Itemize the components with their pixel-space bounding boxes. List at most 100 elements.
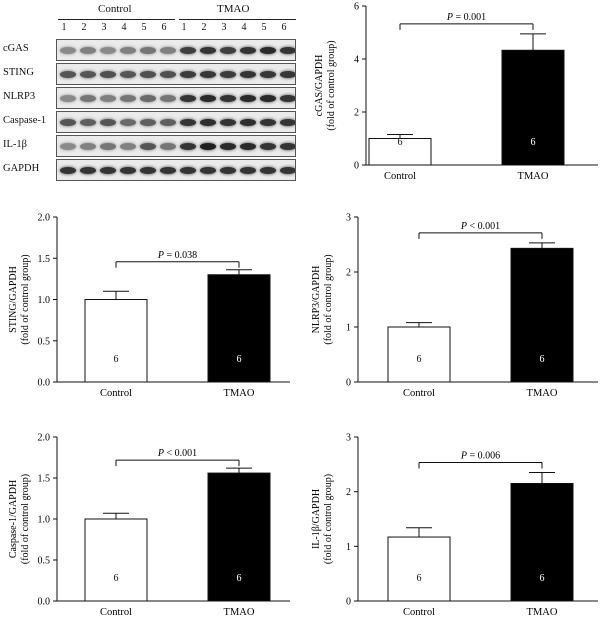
group-underline-control xyxy=(58,19,175,20)
blot-band xyxy=(160,167,176,174)
blot-band xyxy=(200,143,216,150)
blot-band xyxy=(140,119,156,126)
blot-band xyxy=(280,167,295,174)
chart-nlrp3: 0 1 2 3 NLRP3/GAPDH (fold of control group) 6 C… xyxy=(311,213,598,399)
blot-strip xyxy=(56,87,296,109)
bar-n-label: 6 xyxy=(237,573,242,584)
blot-band xyxy=(240,47,256,54)
y-tick-label: 1.0 xyxy=(38,515,51,526)
blot-band xyxy=(200,71,216,78)
blot-band xyxy=(280,95,295,102)
y-tick-label: 2 xyxy=(346,487,351,498)
lane-number: 1 xyxy=(181,22,187,33)
lane-number: 3 xyxy=(221,22,227,33)
bar xyxy=(510,247,574,383)
blot-band xyxy=(100,119,116,126)
y-tick-label: 3 xyxy=(346,433,351,444)
blot-band xyxy=(220,143,236,150)
bar-n-label: 6 xyxy=(531,137,536,148)
blot-strip xyxy=(56,159,296,181)
bar-n-label: 6 xyxy=(417,354,422,365)
lane-number: 4 xyxy=(121,22,127,33)
blot-band xyxy=(120,167,136,174)
blot-band xyxy=(60,119,76,126)
y-tick-label: 4 xyxy=(354,55,359,66)
bar-n-label: 6 xyxy=(237,354,242,365)
blot-band xyxy=(100,47,116,54)
blot-band xyxy=(240,143,256,150)
blot-band xyxy=(60,143,76,150)
blot-band xyxy=(180,119,196,126)
y-axis-label-sub: (fold of control group) xyxy=(20,254,31,344)
bar xyxy=(368,138,432,166)
lane-number: 2 xyxy=(201,22,207,33)
blot-band xyxy=(80,143,96,150)
blot-band xyxy=(260,167,276,174)
x-tick-label: Control xyxy=(403,388,435,399)
blot-band xyxy=(200,47,216,54)
lane-number: 2 xyxy=(81,22,87,33)
blot-band xyxy=(240,95,256,102)
y-axis-label: NLRP3/GAPDH xyxy=(311,266,322,334)
y-axis-label: Caspase-1/GAPDH xyxy=(8,480,19,558)
protein-label: STING xyxy=(3,67,34,78)
blot-strip xyxy=(56,39,296,61)
y-tick-label: 0.5 xyxy=(38,336,51,347)
p-value-label: P = 0.038 xyxy=(157,250,197,261)
y-tick-label: 2.0 xyxy=(38,213,51,224)
bar xyxy=(84,518,148,602)
blot-band xyxy=(160,119,176,126)
y-tick-label: 1 xyxy=(346,542,351,553)
y-axis-label: IL-1β/GAPDH xyxy=(311,489,322,549)
chart-cgas: 0 2 4 6 cGAS/GAPDH (fold of control group) 6 Co… xyxy=(314,2,598,182)
blot-band xyxy=(220,95,236,102)
x-tick-label: Control xyxy=(384,171,416,182)
y-axis-label-sub: (fold of control group) xyxy=(326,40,337,130)
blot-strip xyxy=(56,63,296,85)
blot-band xyxy=(260,71,276,78)
protein-label: GAPDH xyxy=(3,163,40,174)
blot-band xyxy=(260,143,276,150)
blot-band xyxy=(140,95,156,102)
bar-n-label: 6 xyxy=(540,573,545,584)
bar-n-label: 6 xyxy=(114,573,119,584)
p-value-label: P < 0.001 xyxy=(460,221,500,232)
blot-band xyxy=(180,167,196,174)
blot-band xyxy=(120,47,136,54)
p-value-label: P = 0.006 xyxy=(460,451,500,462)
group-label-tmao: TMAO xyxy=(217,3,250,15)
blot-band xyxy=(60,167,76,174)
blot-band xyxy=(60,71,76,78)
x-tick-label: TMAO xyxy=(224,607,255,618)
lane-number: 5 xyxy=(141,22,147,33)
blot-band xyxy=(180,95,196,102)
blot-band xyxy=(140,71,156,78)
blot-band xyxy=(160,95,176,102)
blot-band xyxy=(240,71,256,78)
x-tick-label: TMAO xyxy=(518,171,549,182)
p-value-label: P < 0.001 xyxy=(157,448,197,459)
y-tick-label: 1.5 xyxy=(38,254,51,265)
y-tick-label: 0 xyxy=(346,597,351,608)
y-axis-label-sub: (fold of control group) xyxy=(20,474,31,564)
blot-band xyxy=(180,143,196,150)
blot-band xyxy=(260,47,276,54)
blot-band xyxy=(280,47,295,54)
blot-band xyxy=(160,143,176,150)
y-tick-label: 2 xyxy=(346,268,351,279)
x-tick-label: Control xyxy=(100,388,132,399)
blot-band xyxy=(100,143,116,150)
blot-band xyxy=(80,119,96,126)
y-tick-label: 0.0 xyxy=(38,597,51,608)
chart-caspase1: 0.0 0.5 1.0 1.5 2.0 Caspase-1/GAPDH (fold of c… xyxy=(8,433,290,618)
blot-band xyxy=(100,167,116,174)
blot-band xyxy=(100,71,116,78)
bar-n-label: 6 xyxy=(114,354,119,365)
blot-band xyxy=(200,119,216,126)
blot-band xyxy=(240,119,256,126)
blot-band xyxy=(140,167,156,174)
blot-band xyxy=(120,119,136,126)
lane-number: 6 xyxy=(281,22,287,33)
blot-band xyxy=(200,95,216,102)
western-blot-panel: Control TMAO 1 2 3 4 5 6 1 2 3 4 5 6 cGAS STING NLRP3… xyxy=(0,0,300,190)
